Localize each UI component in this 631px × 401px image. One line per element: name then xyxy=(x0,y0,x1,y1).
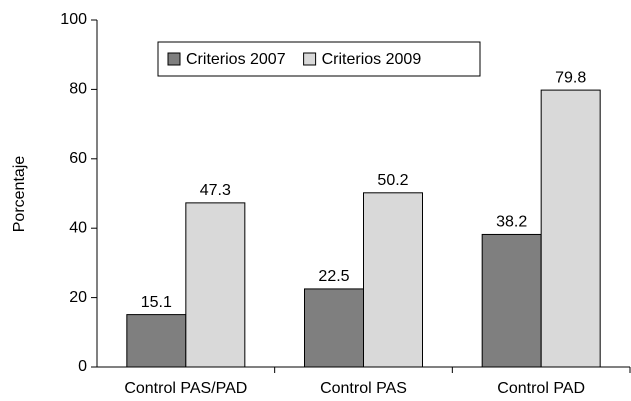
x-tick-label: Control PAS xyxy=(320,380,407,397)
legend-swatch xyxy=(167,52,181,66)
x-tick-label: Control PAS/PAD xyxy=(124,380,247,397)
legend-box xyxy=(157,41,481,77)
legend-label: Criterios 2007 xyxy=(186,51,286,68)
bar xyxy=(304,288,364,368)
bar xyxy=(481,233,542,368)
bar xyxy=(126,314,187,368)
bar xyxy=(363,192,423,368)
bar xyxy=(540,89,601,368)
y-tick-label: 100 xyxy=(60,11,87,28)
data-label: 79.8 xyxy=(555,69,586,86)
y-tick-label: 0 xyxy=(78,358,87,375)
y-tick-label: 40 xyxy=(69,219,87,236)
data-label: 50.2 xyxy=(377,172,408,189)
bar xyxy=(185,202,246,368)
x-tick-label: Control PAD xyxy=(497,380,585,397)
y-tick-label: 20 xyxy=(69,289,87,306)
legend-swatch xyxy=(303,52,317,66)
data-label: 38.2 xyxy=(496,214,527,231)
y-axis-label: Porcentaje xyxy=(11,156,28,233)
data-label: 15.1 xyxy=(141,294,172,311)
legend-label: Criterios 2009 xyxy=(322,51,422,68)
data-label: 22.5 xyxy=(318,268,349,285)
y-tick-label: 80 xyxy=(69,81,87,98)
y-tick-label: 60 xyxy=(69,150,87,167)
data-label: 47.3 xyxy=(200,182,231,199)
